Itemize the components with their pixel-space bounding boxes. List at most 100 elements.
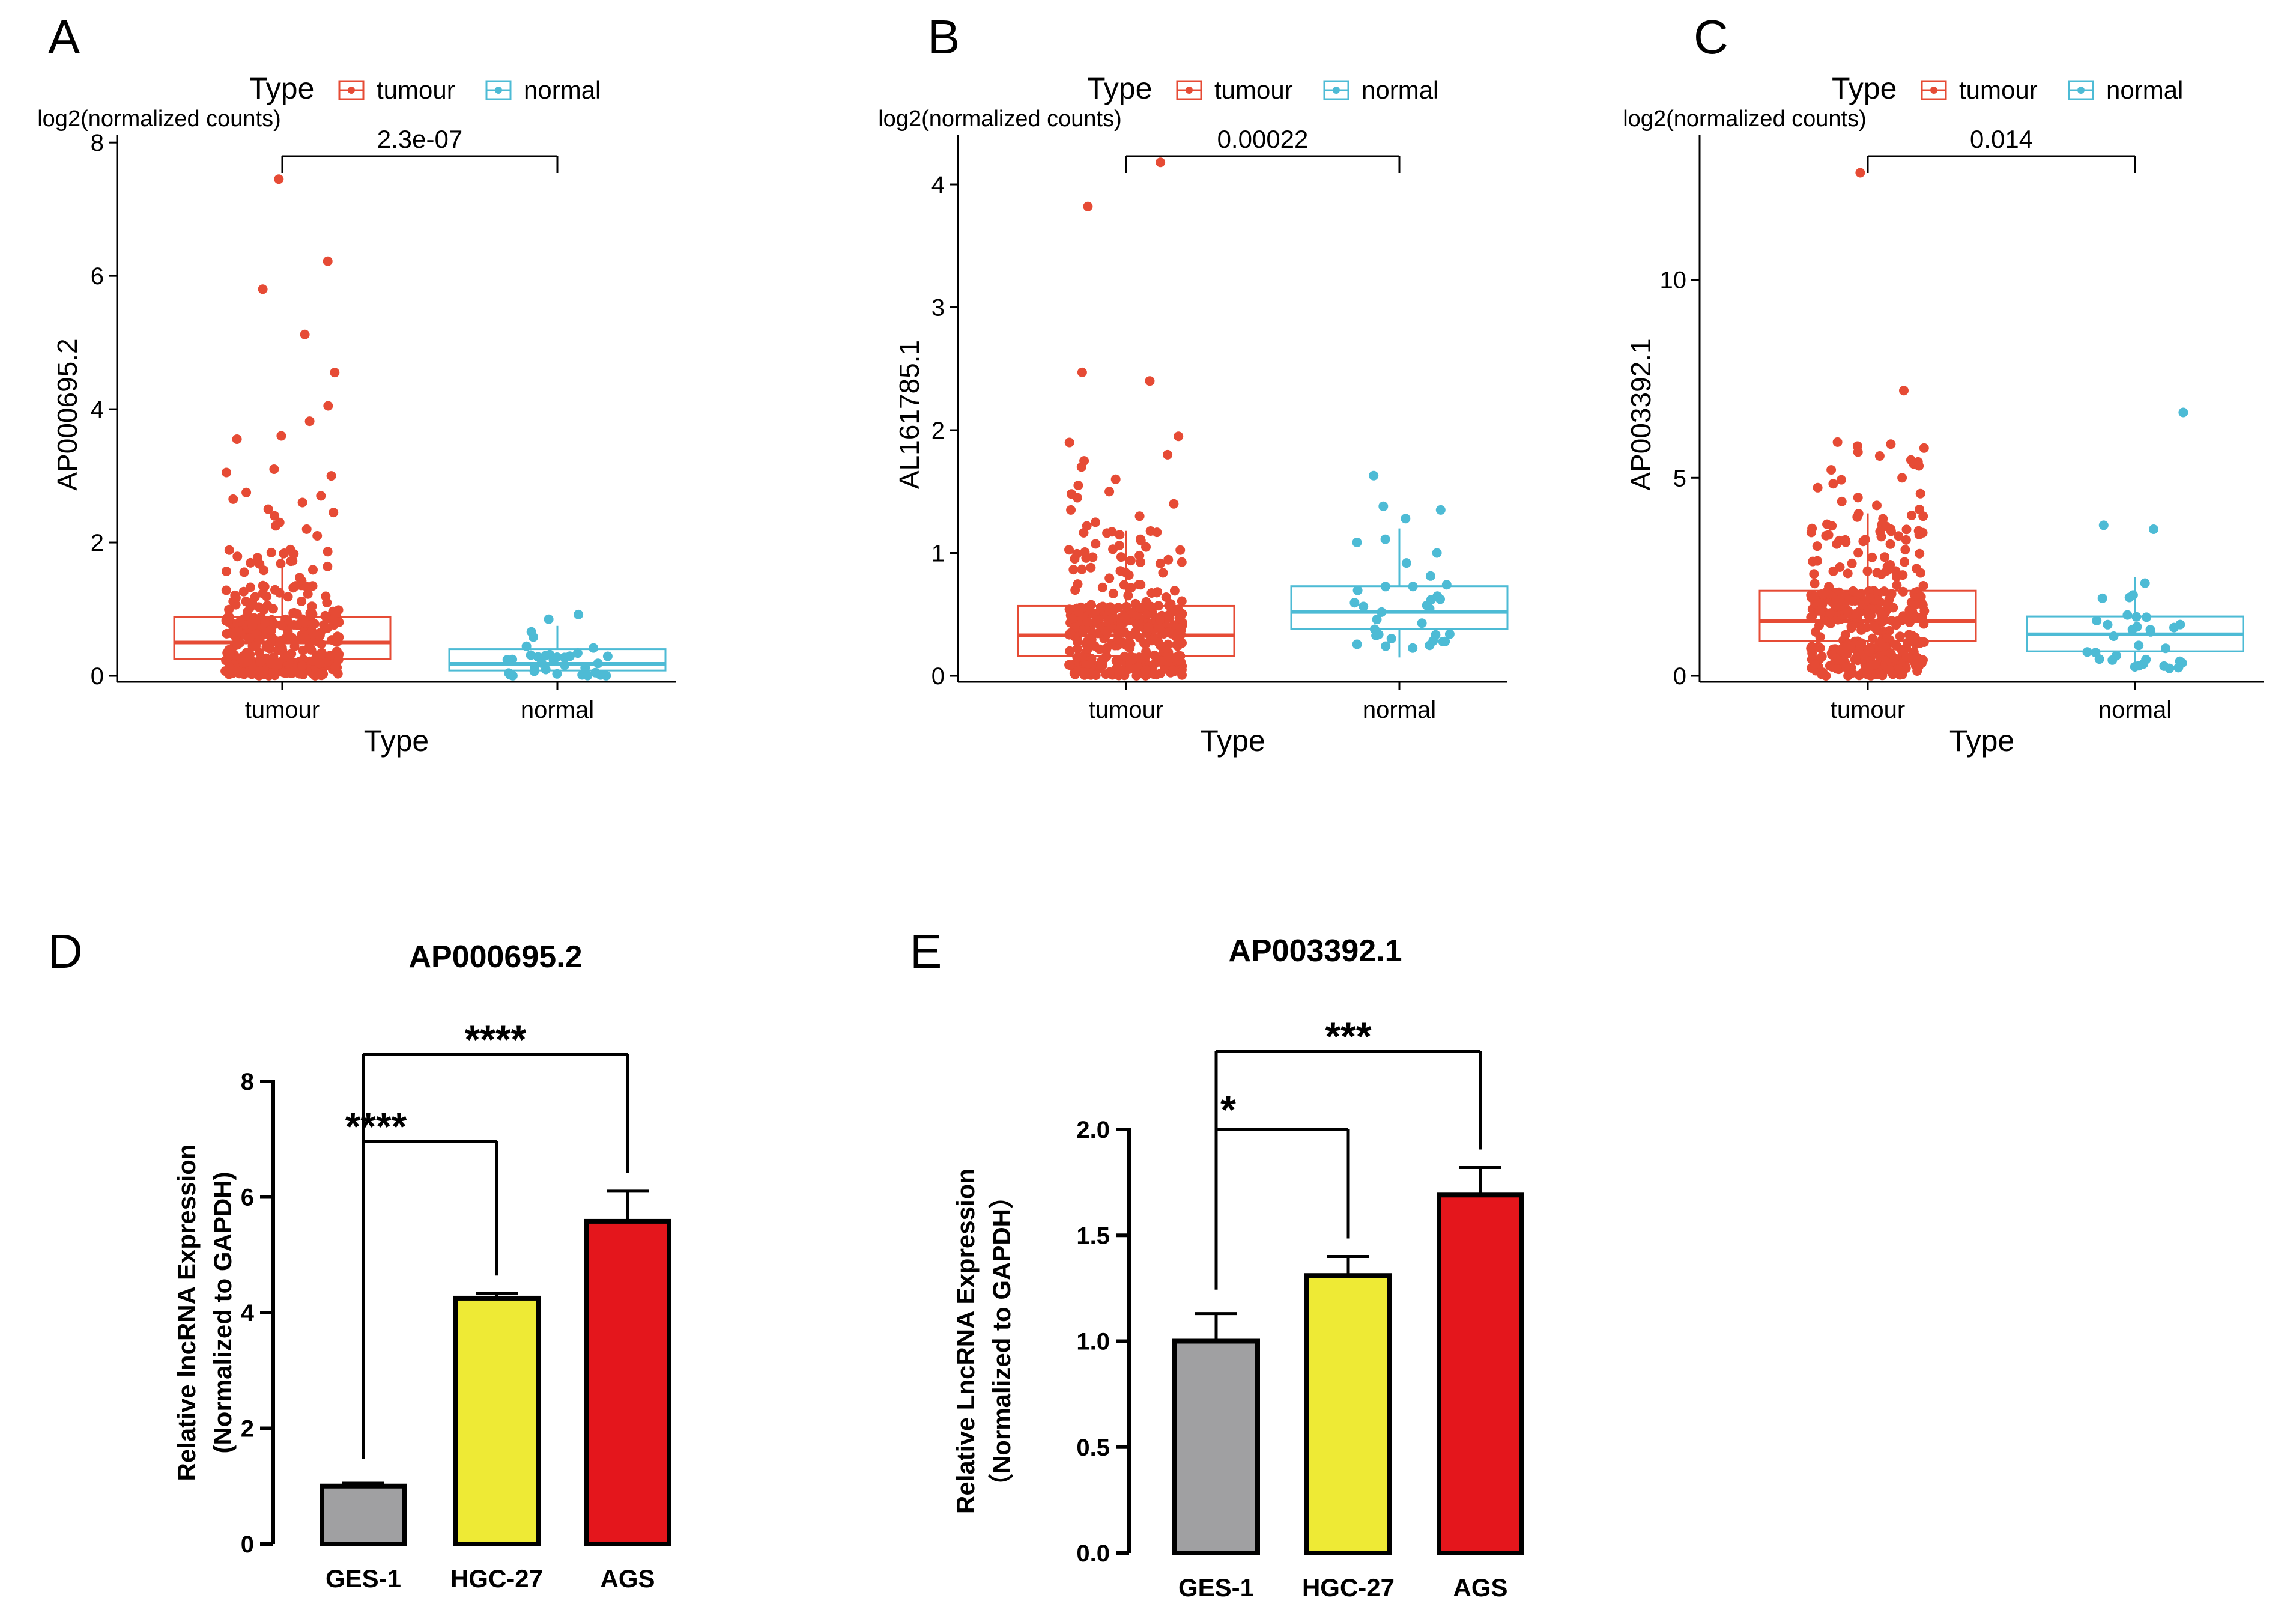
data-point [312, 531, 323, 541]
data-point [1858, 624, 1868, 634]
data-point [1072, 493, 1082, 503]
data-point [259, 565, 269, 576]
data-point [1174, 431, 1184, 442]
y-tick-label: 4 [91, 396, 104, 423]
data-point [1810, 659, 1820, 669]
panel-label: B [928, 10, 960, 64]
data-point [1900, 557, 1910, 567]
data-point [1853, 509, 1864, 519]
data-point [274, 642, 285, 652]
legend-label-tumour: tumour [1959, 76, 2038, 104]
data-point [2164, 663, 2175, 673]
data-point [1169, 620, 1179, 630]
data-point [333, 655, 344, 664]
data-point [1131, 670, 1142, 681]
data-point [2140, 578, 2150, 588]
data-point [1104, 487, 1115, 497]
data-point [2146, 627, 2156, 637]
data-point [1065, 646, 1075, 656]
comparison-bracket-2: **** [362, 1017, 629, 1459]
data-point [246, 557, 256, 568]
y-tick-label: 3 [931, 295, 945, 321]
x-tick-label-ags: AGS [600, 1564, 655, 1593]
y-tick-label: 0.5 [1076, 1435, 1110, 1461]
data-point [1100, 626, 1110, 636]
data-point [1827, 650, 1837, 660]
data-point [1167, 607, 1177, 617]
data-point [250, 592, 260, 602]
data-point [1815, 643, 1825, 653]
data-point [1156, 157, 1166, 168]
data-point [1901, 535, 1911, 545]
y-tick-label: 1.0 [1076, 1329, 1110, 1355]
chart-title: AP003392.1 [1228, 934, 1402, 968]
data-point [1821, 587, 1831, 597]
data-point [259, 604, 269, 615]
data-point [2128, 590, 2138, 600]
data-point [225, 663, 235, 673]
data-point [281, 652, 291, 662]
data-point [1381, 641, 1391, 651]
data-point [1157, 656, 1167, 666]
data-point [231, 600, 241, 610]
legend-label-tumour: tumour [377, 76, 455, 104]
data-point [283, 592, 293, 602]
bar-ags [584, 1218, 671, 1547]
data-point [271, 521, 281, 531]
data-point [1821, 530, 1831, 541]
data-point [323, 547, 333, 557]
data-point [1134, 511, 1145, 521]
data-point [322, 623, 332, 633]
data-point [1116, 552, 1126, 562]
significance-label: 2.3e-07 [377, 125, 462, 153]
data-point [1408, 643, 1418, 653]
data-point [309, 619, 320, 629]
panel-label: D [48, 925, 83, 978]
y-tick-label: 6 [91, 263, 104, 290]
data-point [1401, 558, 1411, 568]
data-point [1163, 449, 1173, 460]
data-point [2097, 593, 2107, 603]
data-point [1858, 536, 1868, 547]
data-point [541, 664, 551, 675]
data-point [278, 667, 288, 678]
data-point [299, 618, 309, 627]
data-point [1889, 653, 1900, 663]
data-point [1848, 586, 1858, 596]
data-point [1898, 611, 1909, 621]
data-point [1907, 511, 1916, 520]
legend-key-dot [348, 87, 355, 94]
data-point [1177, 596, 1187, 606]
data-point [1066, 505, 1076, 515]
data-point [241, 648, 252, 658]
y-tick-label: 8 [91, 130, 104, 156]
data-point [316, 649, 326, 659]
data-point [2134, 640, 2144, 651]
data-point [258, 588, 268, 598]
data-point [544, 614, 554, 624]
data-point [1919, 606, 1930, 616]
data-point [589, 643, 599, 653]
panel-label: C [1694, 10, 1728, 64]
data-point [326, 471, 336, 481]
data-point [1872, 500, 1882, 511]
data-point [1840, 535, 1850, 545]
data-point [2178, 407, 2188, 418]
data-point [1915, 548, 1925, 559]
data-point [258, 284, 268, 294]
data-point [244, 633, 255, 643]
data-point [1125, 556, 1136, 566]
legend-label-normal: normal [1362, 76, 1438, 104]
data-point [1891, 566, 1901, 576]
panel-d: D AP000695.2 0 2 4 6 8 Relative lncRNA Expressi… [48, 925, 671, 1593]
y-tick-label: 6 [241, 1185, 254, 1211]
x-tick-label-hgc-27: HGC-27 [450, 1564, 543, 1593]
bar-ags [1437, 1192, 1524, 1555]
data-point [1885, 591, 1895, 601]
data-point [1105, 602, 1115, 612]
y-tick-label: 0 [241, 1531, 254, 1558]
y-tick-label: 1.5 [1076, 1223, 1110, 1249]
data-point [1812, 541, 1822, 551]
data-point [1352, 585, 1363, 595]
data-point [297, 497, 307, 508]
